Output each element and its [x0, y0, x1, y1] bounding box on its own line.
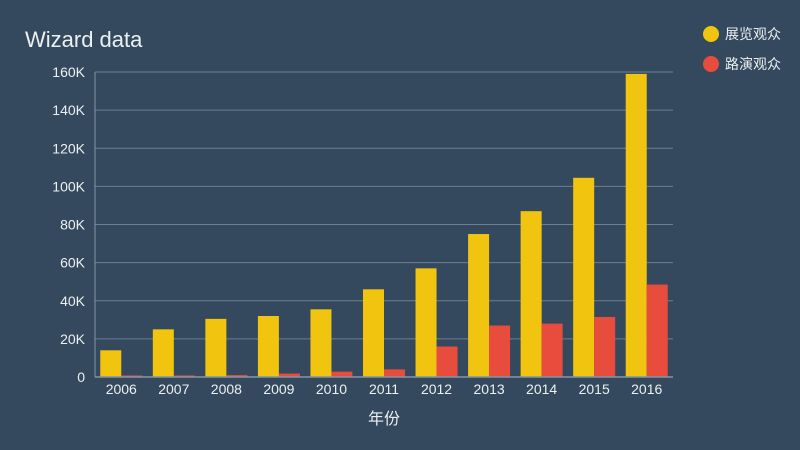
bar-roadshow-2014[interactable]	[541, 323, 563, 377]
legend: 展览观众 路演观众	[703, 24, 781, 84]
y-tick-label: 80K	[60, 217, 86, 233]
bar-roadshow-2007[interactable]	[173, 375, 195, 377]
bar-exhibition-2011[interactable]	[363, 289, 384, 377]
bar-roadshow-2016[interactable]	[646, 284, 668, 377]
y-tick-label: 20K	[60, 331, 86, 347]
x-tick-label: 2008	[211, 381, 242, 397]
x-tick-label: 2016	[631, 381, 662, 397]
bar-roadshow-2013[interactable]	[489, 325, 511, 377]
bar-exhibition-2014[interactable]	[520, 211, 542, 377]
x-tick-label: 2015	[579, 381, 610, 397]
x-tick-label: 2013	[474, 381, 505, 397]
x-axis-ticks: 2006 2007 2008 2009 2010 2011 2012 2013 2014 2015…	[106, 381, 663, 397]
bar-roadshow-2011[interactable]	[384, 369, 405, 377]
bar-exhibition-2013[interactable]	[468, 234, 490, 377]
x-tick-label: 2006	[106, 381, 137, 397]
legend-marker-exhibition	[703, 26, 719, 42]
x-tick-label: 2010	[316, 381, 347, 397]
bars	[100, 73, 668, 378]
x-tick-label: 2011	[369, 381, 399, 397]
x-tick-label: 2009	[263, 381, 294, 397]
bar-exhibition-2010[interactable]	[310, 309, 332, 377]
bar-exhibition-2007[interactable]	[152, 329, 174, 377]
y-tick-label: 60K	[60, 255, 86, 271]
bar-roadshow-2010[interactable]	[331, 371, 353, 377]
bar-exhibition-2008[interactable]	[205, 318, 227, 377]
bar-exhibition-2016[interactable]	[625, 73, 647, 377]
bar-roadshow-2015[interactable]	[594, 316, 616, 377]
y-tick-label: 120K	[52, 140, 85, 156]
bar-roadshow-2006[interactable]	[121, 375, 143, 377]
x-tick-label: 2007	[158, 381, 189, 397]
y-tick-label: 40K	[60, 293, 86, 309]
bar-exhibition-2009[interactable]	[257, 316, 279, 377]
bar-roadshow-2008[interactable]	[226, 375, 248, 377]
x-tick-label: 2012	[421, 381, 452, 397]
bar-exhibition-2015[interactable]	[573, 177, 595, 377]
legend-item-exhibition[interactable]: 展览观众	[703, 24, 781, 44]
x-axis-title: 年份	[367, 411, 400, 428]
bar-exhibition-2006[interactable]	[100, 350, 122, 377]
y-tick-label: 0	[77, 369, 85, 385]
bar-roadshow-2009[interactable]	[278, 373, 300, 377]
y-axis-ticks: 0 20K 40K 60K 80K 100K 120K 140K 160K	[52, 64, 85, 385]
y-tick-label: 140K	[52, 102, 85, 118]
bar-exhibition-2012[interactable]	[415, 268, 437, 377]
legend-item-roadshow[interactable]: 路演观众	[703, 54, 781, 74]
chart-title: Wizard data	[25, 27, 143, 52]
legend-marker-roadshow	[703, 56, 719, 72]
x-tick-label: 2014	[526, 381, 557, 397]
legend-label-roadshow: 路演观众	[725, 56, 781, 72]
bar-roadshow-2012[interactable]	[436, 346, 458, 378]
legend-label-exhibition: 展览观众	[725, 26, 781, 42]
y-tick-label: 160K	[52, 64, 85, 80]
y-tick-label: 100K	[52, 178, 85, 194]
